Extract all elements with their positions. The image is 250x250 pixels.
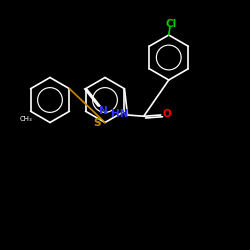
- Text: Cl: Cl: [166, 19, 177, 29]
- Text: O: O: [162, 109, 172, 119]
- Text: HN: HN: [111, 109, 129, 119]
- Text: N: N: [100, 106, 108, 116]
- Text: S: S: [93, 118, 101, 128]
- Text: CH₃: CH₃: [19, 116, 32, 122]
